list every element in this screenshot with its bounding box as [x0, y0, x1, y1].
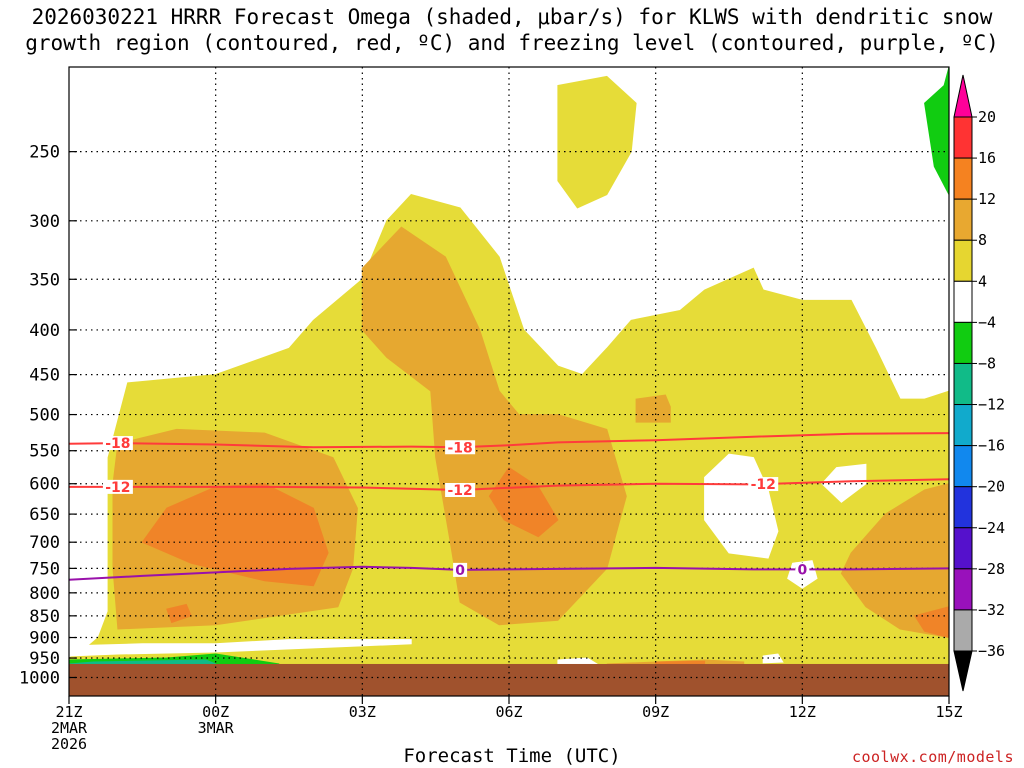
- y-tick-label-600: 600: [29, 475, 60, 495]
- omega-region-20: [924, 67, 949, 195]
- colorbar-top-arrow: [953, 74, 973, 118]
- contour-line-2: [69, 565, 949, 581]
- colorbar-band-5: [953, 321, 973, 364]
- x-tick-label-00Z-1: 3MAR: [198, 719, 235, 737]
- colorbar-label-4: 4: [978, 272, 987, 290]
- colorbar: 20 16 12 8 4 −4 −8 −12 −16 −20 −24 −28 −32 −36: [953, 74, 1005, 692]
- contour-label-2-0: 0: [455, 563, 465, 579]
- contour-label-bg-0-0: [102, 436, 133, 451]
- colorbar-band-4: [953, 280, 973, 323]
- x-tick-label-06Z-0: 06Z: [495, 703, 522, 721]
- y-tick-label-650: 650: [29, 505, 60, 525]
- colorbar-band-0: [953, 116, 973, 159]
- x-tick-label-00Z-0: 00Z: [202, 703, 229, 721]
- colorbar-band-3: [953, 239, 973, 282]
- omega-region-11: [655, 660, 706, 665]
- colorbar-label-11: −28: [978, 560, 1005, 578]
- omega-region-15: [69, 639, 412, 657]
- contour-label-bg-1-0: [102, 479, 133, 494]
- y-tick-label-850: 850: [29, 607, 60, 627]
- contour-label-1-1: -12: [447, 483, 472, 499]
- chart-title: 2026030221 HRRR Forecast Omega (shaded, …: [0, 4, 1024, 56]
- contour-label-0-1: -18: [447, 440, 472, 456]
- title-line-1: 2026030221 HRRR Forecast Omega (shaded, …: [31, 5, 993, 29]
- x-axis-title: Forecast Time (UTC): [403, 745, 621, 767]
- colorbar-label-2: 12: [978, 190, 996, 208]
- contour-line-0: [69, 432, 949, 449]
- colorbar-label-8: −16: [978, 437, 1005, 455]
- y-tick-label-950: 950: [29, 649, 60, 669]
- colorbar-label-7: −12: [978, 396, 1005, 414]
- y-tick-label-250: 250: [29, 143, 60, 163]
- colorbar-label-3: 8: [978, 231, 987, 249]
- y-tick-label-500: 500: [29, 406, 60, 426]
- x-tick-label-09Z-0: 09Z: [642, 703, 669, 721]
- omega-region-8: [488, 466, 559, 538]
- colorbar-band-12: [953, 609, 973, 652]
- omega-region-1: [557, 75, 637, 209]
- colorbar-label-1: 16: [978, 149, 996, 167]
- credit-text: coolwx.com/models: [851, 748, 1014, 766]
- x-tick-label-21Z-0: 21Z: [55, 703, 82, 721]
- colorbar-band-10: [953, 527, 973, 570]
- colorbar-band-11: [953, 568, 973, 611]
- y-tick-label-900: 900: [29, 629, 60, 649]
- contour-label-2-1: 0: [797, 562, 807, 578]
- contour-label-1-2: -12: [751, 477, 776, 493]
- contour-label-bg-1-2: [748, 477, 779, 492]
- grid-lines: [69, 67, 949, 696]
- colorbar-label-10: −24: [978, 519, 1005, 537]
- terrain-layer: [69, 663, 949, 696]
- y-tick-label-750: 750: [29, 559, 60, 579]
- omega-region-13: [821, 463, 867, 503]
- x-tick-label-21Z-2: 2026: [51, 735, 87, 753]
- x-tick-label-03Z-0: 03Z: [349, 703, 376, 721]
- colorbar-bottom-arrow: [953, 650, 973, 692]
- y-tick-label-700: 700: [29, 533, 60, 553]
- colorbar-label-0: 20: [978, 108, 996, 126]
- y-tick-label-1000: 1000: [19, 668, 60, 688]
- contour-label-bg-2-0: [453, 562, 468, 577]
- colorbar-band-1: [953, 157, 973, 200]
- contour-line-1: [69, 478, 949, 492]
- colorbar-label-6: −8: [978, 354, 996, 372]
- colorbar-band-2: [953, 198, 973, 241]
- colorbar-band-9: [953, 486, 973, 529]
- y-tick-label-300: 300: [29, 212, 60, 232]
- y-tick-label-350: 350: [29, 270, 60, 290]
- omega-region-4: [635, 394, 671, 423]
- colorbar-band-8: [953, 445, 973, 488]
- x-tick-label-21Z-1: 2MAR: [51, 719, 88, 737]
- terrain-fill: [69, 663, 949, 696]
- y-tick-label-550: 550: [29, 442, 60, 462]
- colorbar-label-9: −20: [978, 478, 1005, 496]
- colorbar-label-5: −4: [978, 313, 996, 331]
- omega-shaded-regions: [69, 67, 949, 665]
- contour-label-bg-2-1: [795, 562, 810, 577]
- colorbar-band-6: [953, 362, 973, 406]
- x-tick-label-12Z-0: 12Z: [789, 703, 816, 721]
- y-tick-label-800: 800: [29, 584, 60, 604]
- omega-region-5: [840, 483, 949, 639]
- contour-label-1-0: -12: [105, 480, 130, 496]
- omega-region-10: [914, 606, 949, 639]
- contour-label-bg-0-1: [445, 440, 476, 455]
- colorbar-label-13: −36: [978, 642, 1005, 660]
- y-tick-label-450: 450: [29, 366, 60, 386]
- x-tick-label-15Z-0: 15Z: [935, 703, 962, 721]
- title-line-2: growth region (contoured, red, ºC) and f…: [25, 31, 999, 55]
- contour-lines: -18 -18 -12 -12 -12 0 0: [69, 432, 949, 581]
- y-tick-label-400: 400: [29, 321, 60, 341]
- colorbar-label-12: −32: [978, 601, 1005, 619]
- contour-label-bg-1-1: [445, 482, 476, 497]
- colorbar-band-7: [953, 404, 973, 447]
- contour-label-0-0: -18: [105, 436, 130, 452]
- y-axis: 2503003504004505005506006507007508008509…: [19, 143, 77, 688]
